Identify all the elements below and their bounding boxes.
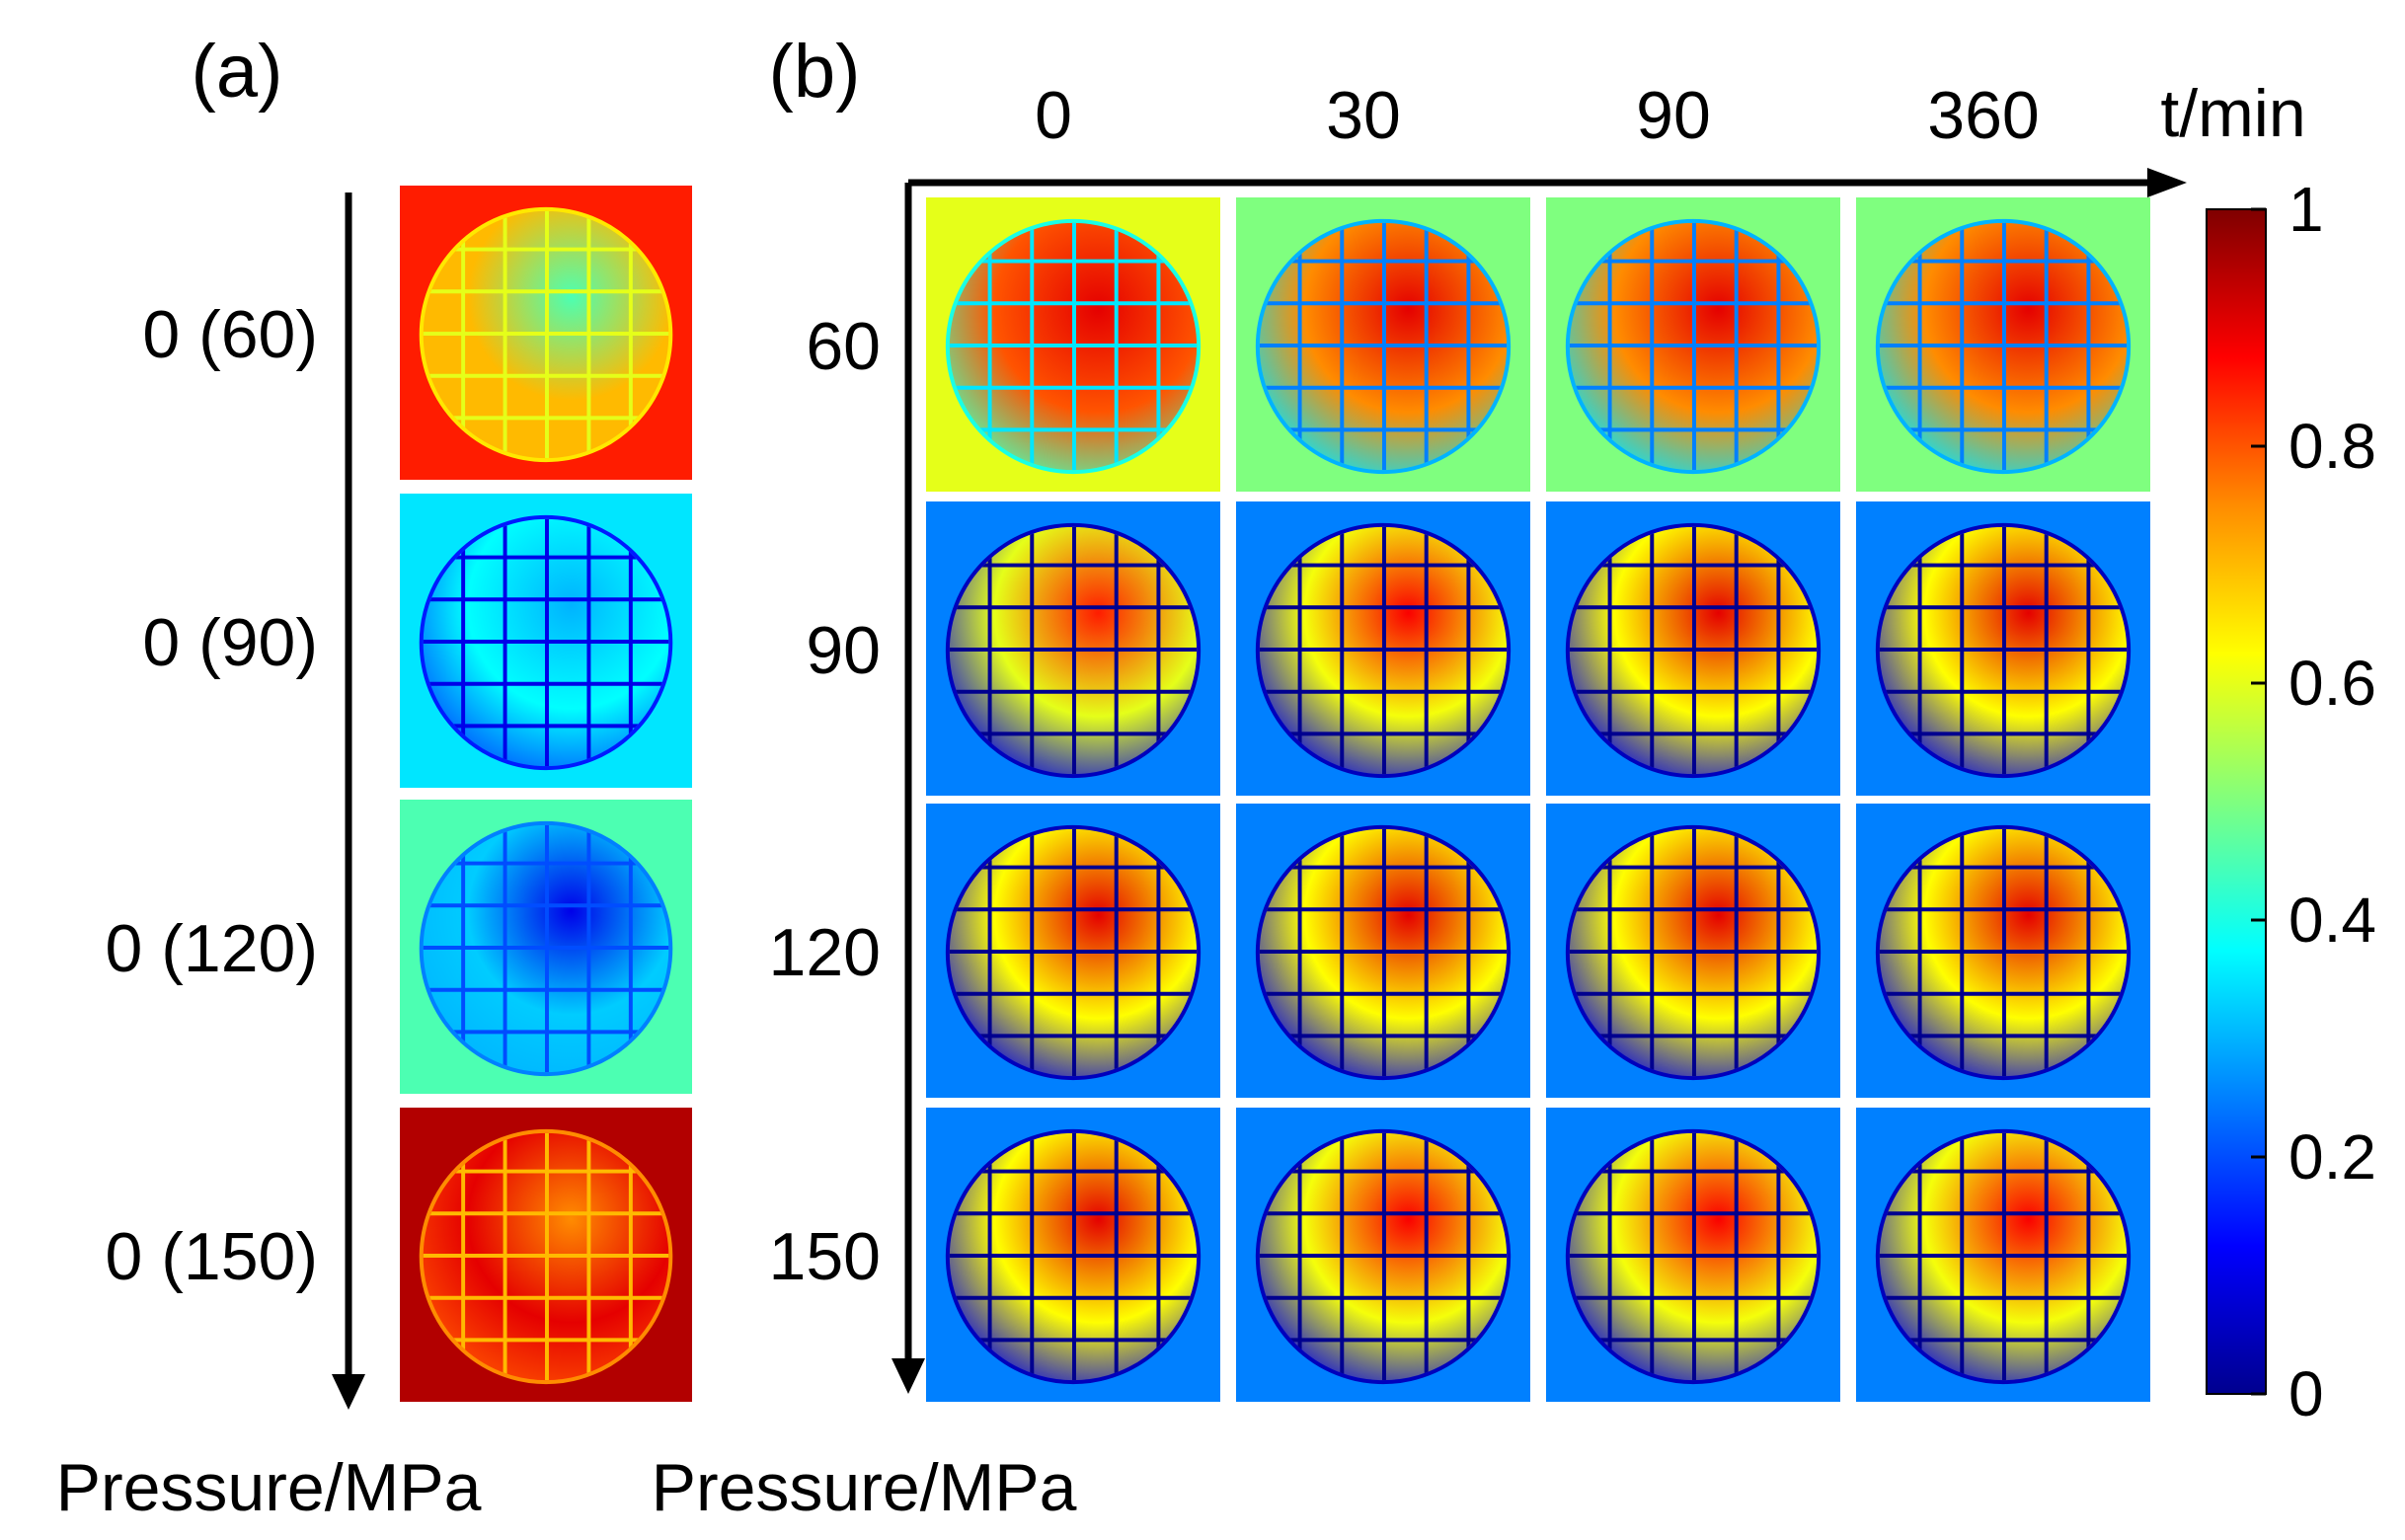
panel-b-image: [1856, 197, 2150, 492]
panel-b-column-labels: 0 30 90 360: [1035, 78, 2040, 153]
panel-b-image: [926, 197, 1220, 492]
panel-b-column-label: 30: [1326, 78, 1401, 153]
sample-rim: [419, 1128, 673, 1385]
sample-rim: [945, 522, 1202, 779]
colorbar-tick-label: 0: [2289, 1358, 2324, 1429]
colorbar-tick-label: 0.4: [2289, 885, 2376, 956]
panel-b-image: [1236, 501, 1530, 796]
panel-b-column-label: 90: [1636, 78, 1711, 153]
panel-b-image: [926, 1108, 1220, 1402]
panel-b-images: [926, 197, 2150, 1402]
panel-a-row-label: 0 (60): [142, 297, 318, 372]
panel-b-image: [926, 804, 1220, 1098]
panel-a-row-labels: 0 (60) 0 (90) 0 (120) 0 (150): [106, 297, 318, 1294]
colorbar-tick-label: 0.8: [2289, 411, 2376, 482]
sample-rim: [1875, 1128, 2132, 1385]
panel-b-image: [1236, 1108, 1530, 1402]
pressure-axis-b-label: Pressure/MPa: [652, 1450, 1077, 1525]
panel-b-image: [1236, 804, 1530, 1098]
time-axis-label: t/min: [2160, 76, 2305, 151]
panel-a-image: [400, 186, 692, 480]
panel-b-column-label: 360: [1927, 78, 2039, 153]
panel-b-image: [926, 501, 1220, 796]
panel-b-image: [1856, 1108, 2150, 1402]
panel-b-image: [1856, 804, 2150, 1098]
sample-rim: [419, 514, 673, 771]
colorbar-tick-label: 1: [2289, 174, 2324, 245]
colorbar: 1 0.8 0.6 0.4 0.2 0: [2206, 174, 2376, 1429]
sample-grid: [949, 526, 1198, 775]
sample-rim: [945, 218, 1202, 475]
sample-rim: [1255, 218, 1512, 475]
pressure-axis-a-label: Pressure/MPa: [56, 1450, 482, 1525]
sample-rim: [419, 206, 673, 463]
sample-rim: [1565, 824, 1822, 1081]
sample-rim: [945, 1128, 1202, 1385]
sample-rim: [1875, 522, 2132, 779]
time-axis-arrowhead: [2147, 168, 2187, 197]
pressure-axis-b-arrowhead: [892, 1358, 925, 1394]
sample-rim: [1565, 218, 1822, 475]
panel-b-image: [1546, 197, 1840, 492]
panel-b-image: [1236, 197, 1530, 492]
panel-b-image: [1546, 501, 1840, 796]
panel-b-image: [1856, 501, 2150, 796]
panel-b-row-label: 150: [769, 1219, 881, 1294]
panel-b-row-label: 60: [806, 309, 881, 384]
panel-b: (b) t/min Pressure/MPa 0 30 90 360 60 90 120 1…: [652, 30, 2306, 1525]
panel-b-row-label: 90: [806, 613, 881, 688]
sample-rim: [1565, 1128, 1822, 1385]
pressure-axis-a-arrowhead: [332, 1374, 365, 1410]
sample-rim: [1875, 824, 2132, 1081]
panel-a-row-label: 0 (150): [106, 1219, 318, 1294]
panel-a-label: (a): [192, 30, 283, 114]
panel-a-images: [400, 186, 692, 1402]
panel-b-image: [1546, 804, 1840, 1098]
sample-rim: [1255, 522, 1512, 779]
colorbar-tick-label: 0.6: [2289, 648, 2376, 719]
sample-rim: [1255, 1128, 1512, 1385]
colorbar-tick-label: 0.2: [2289, 1121, 2376, 1193]
panel-b-image: [1546, 1108, 1840, 1402]
colorbar-bar: [2206, 208, 2267, 1395]
sample-rim: [1565, 522, 1822, 779]
panel-a-row-label: 0 (90): [142, 605, 318, 680]
sample-rim: [1875, 218, 2132, 475]
sample-grid: [949, 828, 1198, 1077]
panel-a-image: [400, 800, 692, 1094]
panel-a-image: [400, 1108, 692, 1402]
sample-rim: [419, 820, 673, 1077]
sample-rim: [1255, 824, 1512, 1081]
sample-rim: [945, 824, 1202, 1081]
panel-b-row-label: 120: [769, 915, 881, 990]
panel-b-label: (b): [769, 30, 861, 114]
colorbar-ticks: 1 0.8 0.6 0.4 0.2 0: [2251, 174, 2376, 1429]
panel-b-row-labels: 60 90 120 150: [769, 309, 881, 1294]
panel-a-row-label: 0 (120): [106, 911, 318, 986]
panel-b-column-label: 0: [1035, 78, 1072, 153]
panel-a: (a) Pressure/MPa 0 (60) 0 (90) 0 (120) 0 (1…: [56, 30, 692, 1525]
panel-a-image: [400, 494, 692, 788]
